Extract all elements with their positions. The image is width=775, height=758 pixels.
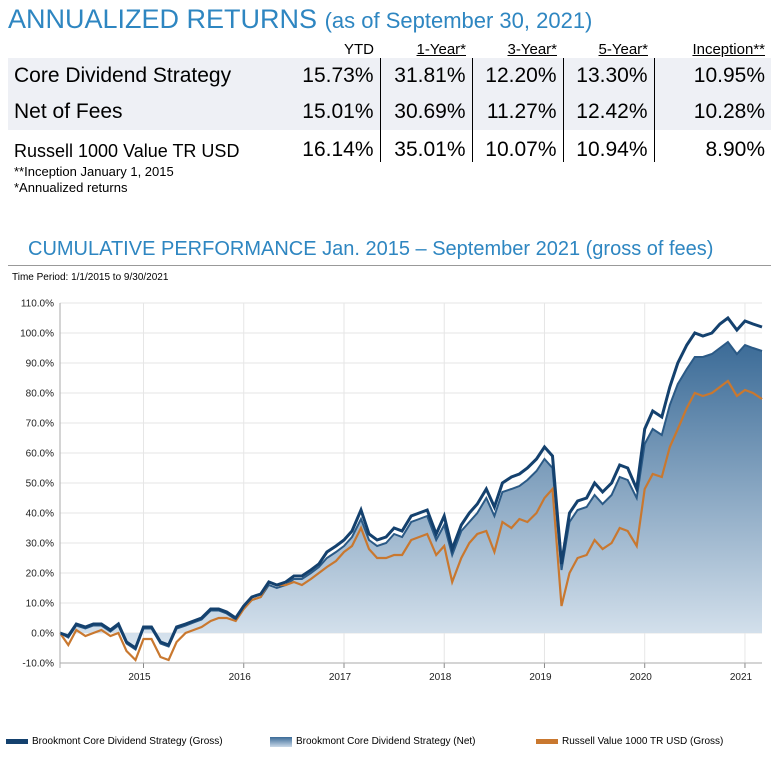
legend-item-net: Brookmont Core Dividend Strategy (Net) [270, 736, 476, 747]
cell-3-year: 10.07% [471, 130, 563, 162]
series-area-net [60, 342, 762, 650]
footnote-annualized: *Annualized returns [14, 180, 128, 195]
legend-label-net: Brookmont Core Dividend Strategy (Net) [296, 736, 476, 747]
cumulative-performance-chart: -10.0% 0.0% 10.0% 20.0% 30.0% 40.0% 50.0% 60.0%… [20, 299, 763, 683]
legend-label-gross: Brookmont Core Dividend Strategy (Gross) [32, 736, 223, 747]
title-divider [8, 265, 771, 266]
returns-title-subtitle: (as of September 30, 2021) [324, 8, 593, 33]
line-layer [59, 315, 763, 662]
row-name: Core Dividend Strategy [8, 58, 290, 94]
y-tick-label: 30.0% [26, 539, 54, 550]
returns-title-main: ANNUALIZED RETURNS [8, 4, 318, 34]
y-tick-label: 100.0% [20, 329, 54, 340]
header-blank [8, 38, 290, 58]
header-inception: Inception** [692, 41, 765, 58]
y-tick-label: -10.0% [22, 659, 54, 670]
series-line-gross [59, 315, 763, 651]
row-name: Net of Fees [8, 94, 290, 130]
x-tick-label: 2015 [128, 672, 151, 683]
y-tick-label: 80.0% [26, 389, 54, 400]
cell-5-year: 10.94% [562, 130, 654, 162]
row-name: Russell 1000 Value TR USD [14, 141, 240, 161]
cell-ytd: 16.14% [302, 138, 374, 161]
legend-label-russell: Russell Value 1000 TR USD (Gross) [562, 736, 724, 747]
chart-title: CUMULATIVE PERFORMANCE Jan. 2015 – Septe… [28, 238, 714, 260]
cell-5-year: 12.42% [562, 94, 654, 130]
y-tick-label: 90.0% [26, 359, 54, 370]
cell-5-year: 13.30% [562, 58, 654, 94]
time-period: Time Period: 1/1/2015 to 9/30/2021 [12, 272, 169, 283]
cell-ytd: 15.73% [290, 58, 380, 94]
x-tick-label: 2016 [229, 672, 252, 683]
header-3-year: 3-Year* [507, 41, 557, 58]
legend-item-gross: Brookmont Core Dividend Strategy (Gross) [6, 736, 223, 747]
y-tick-label: 60.0% [26, 449, 54, 460]
legend: Brookmont Core Dividend Strategy (Gross)… [0, 736, 775, 752]
legend-item-russell: Russell Value 1000 TR USD (Gross) [536, 736, 723, 747]
cell-1-year: 31.81% [379, 58, 472, 94]
footnote-inception: **Inception January 1, 2015 [14, 164, 174, 179]
cell-ytd: 15.01% [290, 94, 380, 130]
returns-title: ANNUALIZED RETURNS (as of September 30, … [8, 4, 592, 35]
cell-1-year: 35.01% [379, 130, 472, 162]
axis-layer: -10.0% 0.0% 10.0% 20.0% 30.0% 40.0% 50.0% 60.0%… [20, 299, 762, 683]
cell-inception: 8.90% [653, 130, 771, 162]
y-tick-label: 40.0% [26, 509, 54, 520]
cell-3-year: 11.27% [471, 94, 563, 130]
y-tick-label: 0.0% [31, 629, 54, 640]
x-tick-label: 2019 [529, 672, 552, 683]
cell-inception: 10.28% [653, 94, 771, 130]
x-tick-label: 2018 [429, 672, 452, 683]
y-tick-label: 70.0% [26, 419, 54, 430]
legend-swatch-net [270, 736, 292, 747]
x-tick-label: 2020 [630, 672, 653, 683]
y-tick-label: 20.0% [26, 569, 54, 580]
x-tick-label: 2017 [329, 672, 352, 683]
legend-swatch-russell [536, 739, 558, 744]
cell-inception: 10.95% [653, 58, 771, 94]
area-layer [60, 342, 762, 650]
y-tick-label: 110.0% [21, 299, 54, 310]
y-tick-label: 10.0% [26, 599, 54, 610]
header-5-year: 5-Year* [598, 41, 648, 58]
cell-3-year: 12.20% [471, 58, 563, 94]
series-line-russell [59, 379, 763, 662]
header-1-year: 1-Year* [416, 41, 466, 58]
cell-1-year: 30.69% [379, 94, 472, 130]
legend-swatch-gross [6, 739, 28, 744]
returns-header-row: YTD 1-Year* 3-Year* 5-Year* Inception** [8, 38, 771, 58]
footnotes: **Inception January 1, 2015 *Annualized … [14, 164, 174, 196]
x-tick-label: 2021 [730, 672, 753, 683]
header-ytd: YTD [344, 41, 374, 58]
row-core-dividend: Core Dividend Strategy 15.73% 31.81% 12.… [8, 58, 771, 94]
row-russell: Russell 1000 Value TR USD 16.14% 35.01% … [8, 130, 771, 162]
y-tick-label: 50.0% [26, 479, 54, 490]
row-net-of-fees: Net of Fees 15.01% 30.69% 11.27% 12.42% … [8, 94, 771, 130]
returns-table: YTD 1-Year* 3-Year* 5-Year* Inception** … [8, 38, 771, 162]
